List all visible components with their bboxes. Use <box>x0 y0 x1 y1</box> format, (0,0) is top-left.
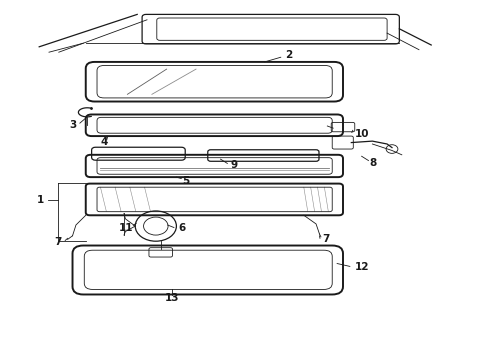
Text: 5: 5 <box>183 176 190 186</box>
Text: 8: 8 <box>370 158 377 168</box>
Text: 12: 12 <box>354 262 369 272</box>
Text: 1: 1 <box>37 195 44 205</box>
Text: 7: 7 <box>54 237 62 247</box>
Text: 4: 4 <box>100 137 108 147</box>
Text: 9: 9 <box>231 160 238 170</box>
Text: 7: 7 <box>322 234 330 244</box>
Text: 13: 13 <box>165 293 180 303</box>
Text: 3: 3 <box>69 120 76 130</box>
Text: 6: 6 <box>179 223 186 233</box>
Text: 11: 11 <box>119 222 134 233</box>
Text: 2: 2 <box>286 50 293 60</box>
Text: 10: 10 <box>354 129 369 139</box>
